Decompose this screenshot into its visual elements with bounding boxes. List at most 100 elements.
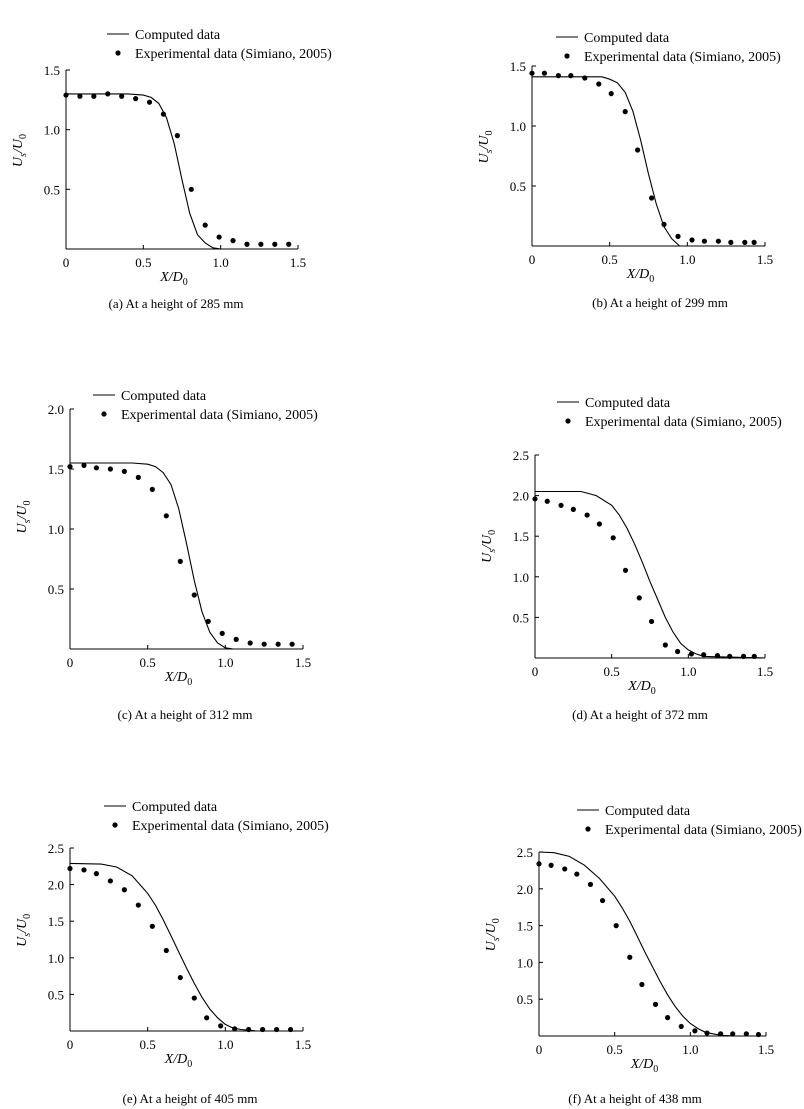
- panel-caption: (d) At a height of 372 mm: [572, 707, 708, 722]
- experimental-point: [584, 512, 590, 518]
- y-axis-label-part: 0: [22, 500, 33, 505]
- experimental-point: [247, 640, 253, 646]
- experimental-point: [596, 81, 602, 87]
- legend-experimental-label: Experimental data (Simiano, 2005): [585, 415, 782, 430]
- experimental-point: [730, 1031, 736, 1037]
- y-axis-label-part: s: [18, 153, 29, 157]
- x-axis-label-sub: 0: [187, 677, 192, 688]
- experimental-point: [613, 923, 619, 929]
- experimental-point: [244, 241, 250, 247]
- experimental-point: [536, 861, 542, 867]
- legend-computed-label: Computed data: [132, 800, 218, 815]
- experimental-point: [107, 466, 113, 472]
- x-tick-label: 1.5: [295, 1037, 311, 1052]
- y-axis-label: Us/U0: [15, 914, 33, 947]
- experimental-point: [574, 871, 580, 877]
- experimental-point: [743, 1031, 749, 1037]
- experimental-point: [67, 464, 73, 470]
- experimental-point: [121, 887, 127, 893]
- y-axis-label-part: U: [477, 153, 492, 164]
- experimental-point: [544, 498, 550, 504]
- x-tick-label: 0: [532, 664, 539, 679]
- experimental-point: [701, 238, 708, 244]
- experimental-point: [202, 222, 208, 228]
- x-axis-label-main: X/D: [164, 670, 188, 685]
- experimental-point: [119, 93, 125, 99]
- x-tick-label: 1.0: [213, 255, 229, 270]
- legend-computed-label: Computed data: [605, 804, 691, 819]
- panel-d: 0 0.5 1.0 1.50.51.01.52.02.5X/D0Us/U0Comput…: [480, 396, 782, 722]
- y-tick-label: 1.5: [513, 529, 529, 544]
- experimental-point: [93, 465, 100, 471]
- x-tick-label: 0.5: [607, 1042, 623, 1057]
- y-axis-label-part: U: [15, 936, 30, 947]
- x-tick-label: 0.5: [140, 655, 156, 670]
- experimental-point: [555, 73, 562, 79]
- y-tick-label: 0.5: [517, 992, 533, 1007]
- legend-marker-swatch: [585, 826, 591, 832]
- experimental-point: [91, 93, 97, 99]
- x-axis-label-sub: 0: [183, 277, 188, 288]
- y-tick-label: 1.0: [517, 955, 533, 970]
- x-tick-label: 0: [63, 255, 70, 270]
- experimental-point: [688, 651, 695, 657]
- x-axis-label-sub: 0: [187, 1059, 192, 1070]
- computed-series-line: [66, 93, 298, 250]
- panel-caption: (a) At a height of 285 mm: [108, 296, 243, 311]
- experimental-point: [675, 648, 681, 655]
- y-axis-label: Us/U0: [477, 130, 495, 163]
- experimental-point: [529, 70, 535, 76]
- experimental-point: [163, 947, 169, 954]
- y-tick-label: 1.0: [510, 119, 526, 134]
- experimental-point: [649, 195, 655, 201]
- experimental-point: [77, 93, 83, 99]
- computed-series-line: [70, 462, 303, 650]
- x-tick-label: 1.0: [679, 252, 695, 267]
- experimental-point: [149, 486, 155, 492]
- x-tick-label: 1.0: [217, 1037, 233, 1052]
- experimental-point: [81, 462, 87, 468]
- experimental-point: [689, 237, 695, 243]
- panel-caption: (e) At a height of 405 mm: [122, 1091, 257, 1106]
- experimental-point: [246, 1026, 252, 1033]
- experimental-point: [568, 73, 574, 79]
- panel-c: 0 0.5 1.0 1.50.51.01.52.0X/D0Us/U0Computed …: [15, 389, 318, 722]
- x-axis-label: X/D0: [159, 270, 188, 288]
- y-axis-label-part: 0: [18, 134, 29, 139]
- experimental-point: [216, 234, 222, 240]
- experimental-point: [648, 618, 655, 625]
- experimental-point: [718, 1031, 724, 1037]
- experimental-point: [652, 1001, 659, 1007]
- y-axis-label-part: s: [22, 519, 33, 523]
- y-axis-label-part: s: [491, 937, 502, 941]
- experimental-point: [622, 567, 629, 573]
- experimental-point: [692, 1028, 698, 1034]
- experimental-point: [661, 221, 667, 227]
- y-axis-label-part: /U: [15, 918, 30, 934]
- experimental-point: [541, 70, 548, 76]
- y-tick-label: 1.5: [517, 919, 533, 934]
- y-tick-label: 2.0: [513, 489, 529, 504]
- y-tick-label: 2.0: [48, 402, 64, 417]
- x-tick-label: 0.5: [135, 255, 151, 270]
- x-tick-label: 0: [67, 1037, 74, 1052]
- x-tick-label: 1.5: [758, 1042, 774, 1057]
- legend-marker-swatch: [564, 53, 570, 59]
- legend-computed-label: Computed data: [135, 28, 221, 43]
- x-tick-label: 0: [67, 655, 74, 670]
- y-axis-label: Us/U0: [484, 918, 502, 951]
- y-axis-label-part: 0: [484, 130, 495, 135]
- legend-computed-label: Computed data: [585, 396, 671, 411]
- experimental-point: [570, 506, 576, 513]
- y-axis-label-part: s: [22, 933, 33, 937]
- y-tick-label: 2.5: [517, 845, 533, 860]
- x-tick-label: 1.5: [757, 252, 773, 267]
- legend-marker-swatch: [115, 50, 121, 56]
- y-tick-label: 1.0: [513, 570, 529, 585]
- experimental-point: [701, 652, 707, 658]
- experimental-point: [273, 1026, 280, 1033]
- legend-experimental-label: Experimental data (Simiano, 2005): [132, 819, 329, 834]
- experimental-point: [233, 636, 239, 643]
- experimental-point: [149, 923, 155, 929]
